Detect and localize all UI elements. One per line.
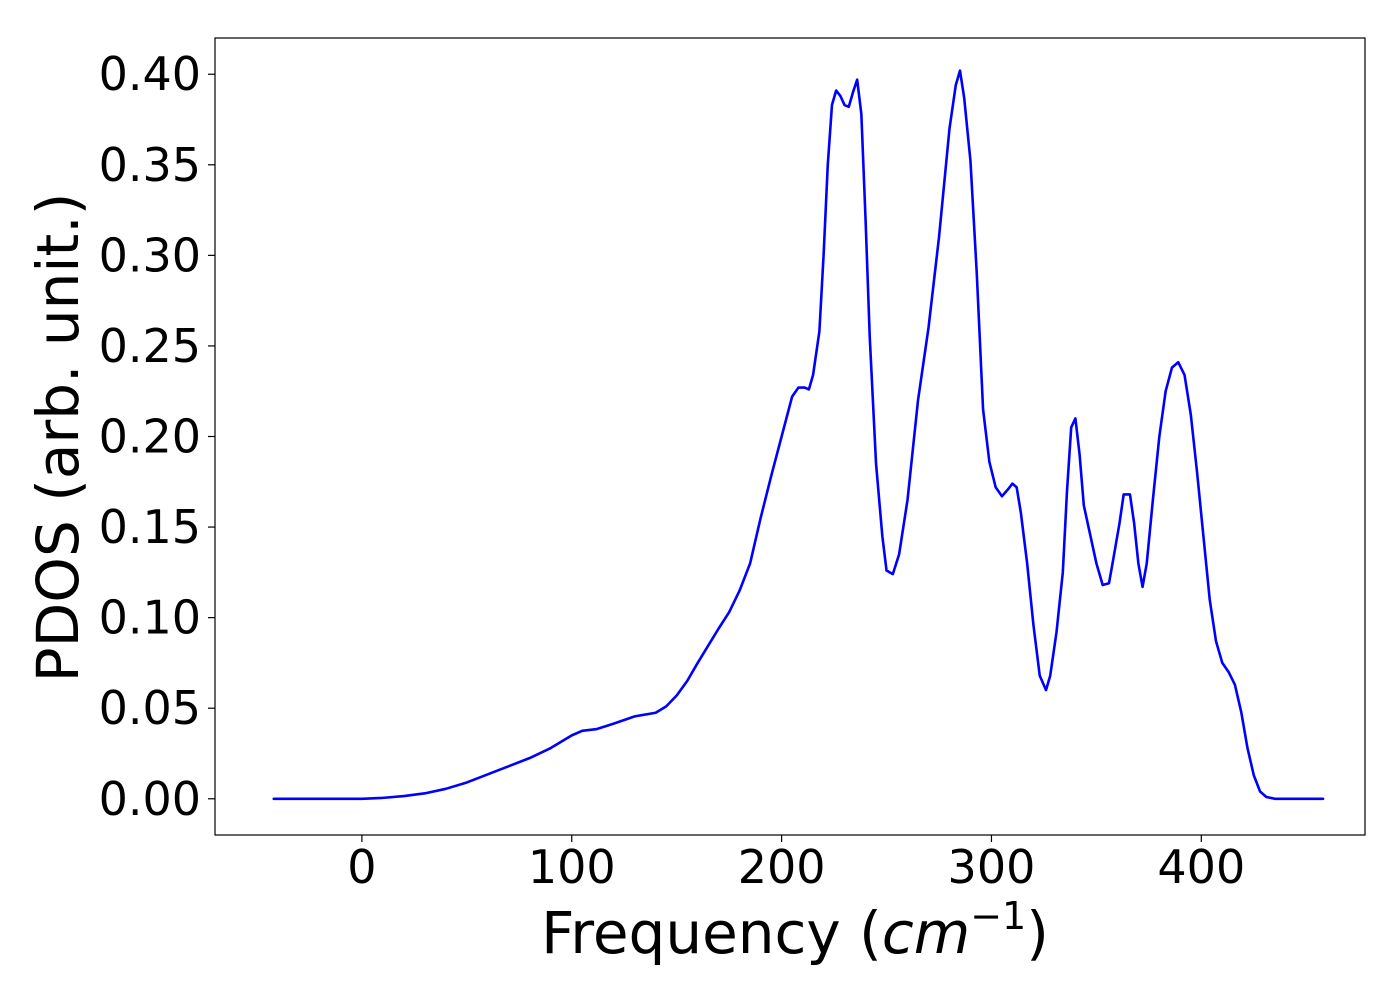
x-tick-label: 300 [948, 840, 1036, 894]
x-axis-title-unit: cm [882, 899, 970, 967]
y-tick-label: 0.20 [99, 410, 201, 464]
plot-area-frame [214, 37, 1366, 836]
pdos-series-line [272, 69, 1325, 801]
x-tick-label: 0 [347, 840, 376, 894]
x-tick-label: 400 [1157, 840, 1245, 894]
y-axis-title: PDOS (arb. unit.) [24, 193, 92, 683]
y-axis-ticks: 0.00 0.05 0.10 0.15 0.20 0.25 0.30 0.35 0.40 [99, 47, 215, 826]
y-tick-label: 0.05 [99, 681, 201, 735]
y-tick-label: 0.10 [99, 591, 201, 645]
x-axis-ticks: 0 100 200 300 400 [347, 835, 1245, 894]
y-tick-label: 0.30 [99, 228, 201, 282]
x-axis-title-prefix: Frequency ( [541, 899, 882, 967]
x-axis-title-suffix: ) [1026, 899, 1049, 967]
x-tick-label: 200 [738, 840, 826, 894]
y-tick-label: 0.00 [99, 772, 201, 826]
y-tick-label: 0.35 [99, 138, 201, 192]
x-axis-title: Frequency (cm−1) [541, 894, 1049, 967]
y-tick-label: 0.15 [99, 500, 201, 554]
y-tick-label: 0.25 [99, 319, 201, 373]
x-tick-label: 100 [528, 840, 616, 894]
x-axis-title-exponent: −1 [970, 894, 1026, 938]
y-tick-label: 0.40 [99, 47, 201, 101]
